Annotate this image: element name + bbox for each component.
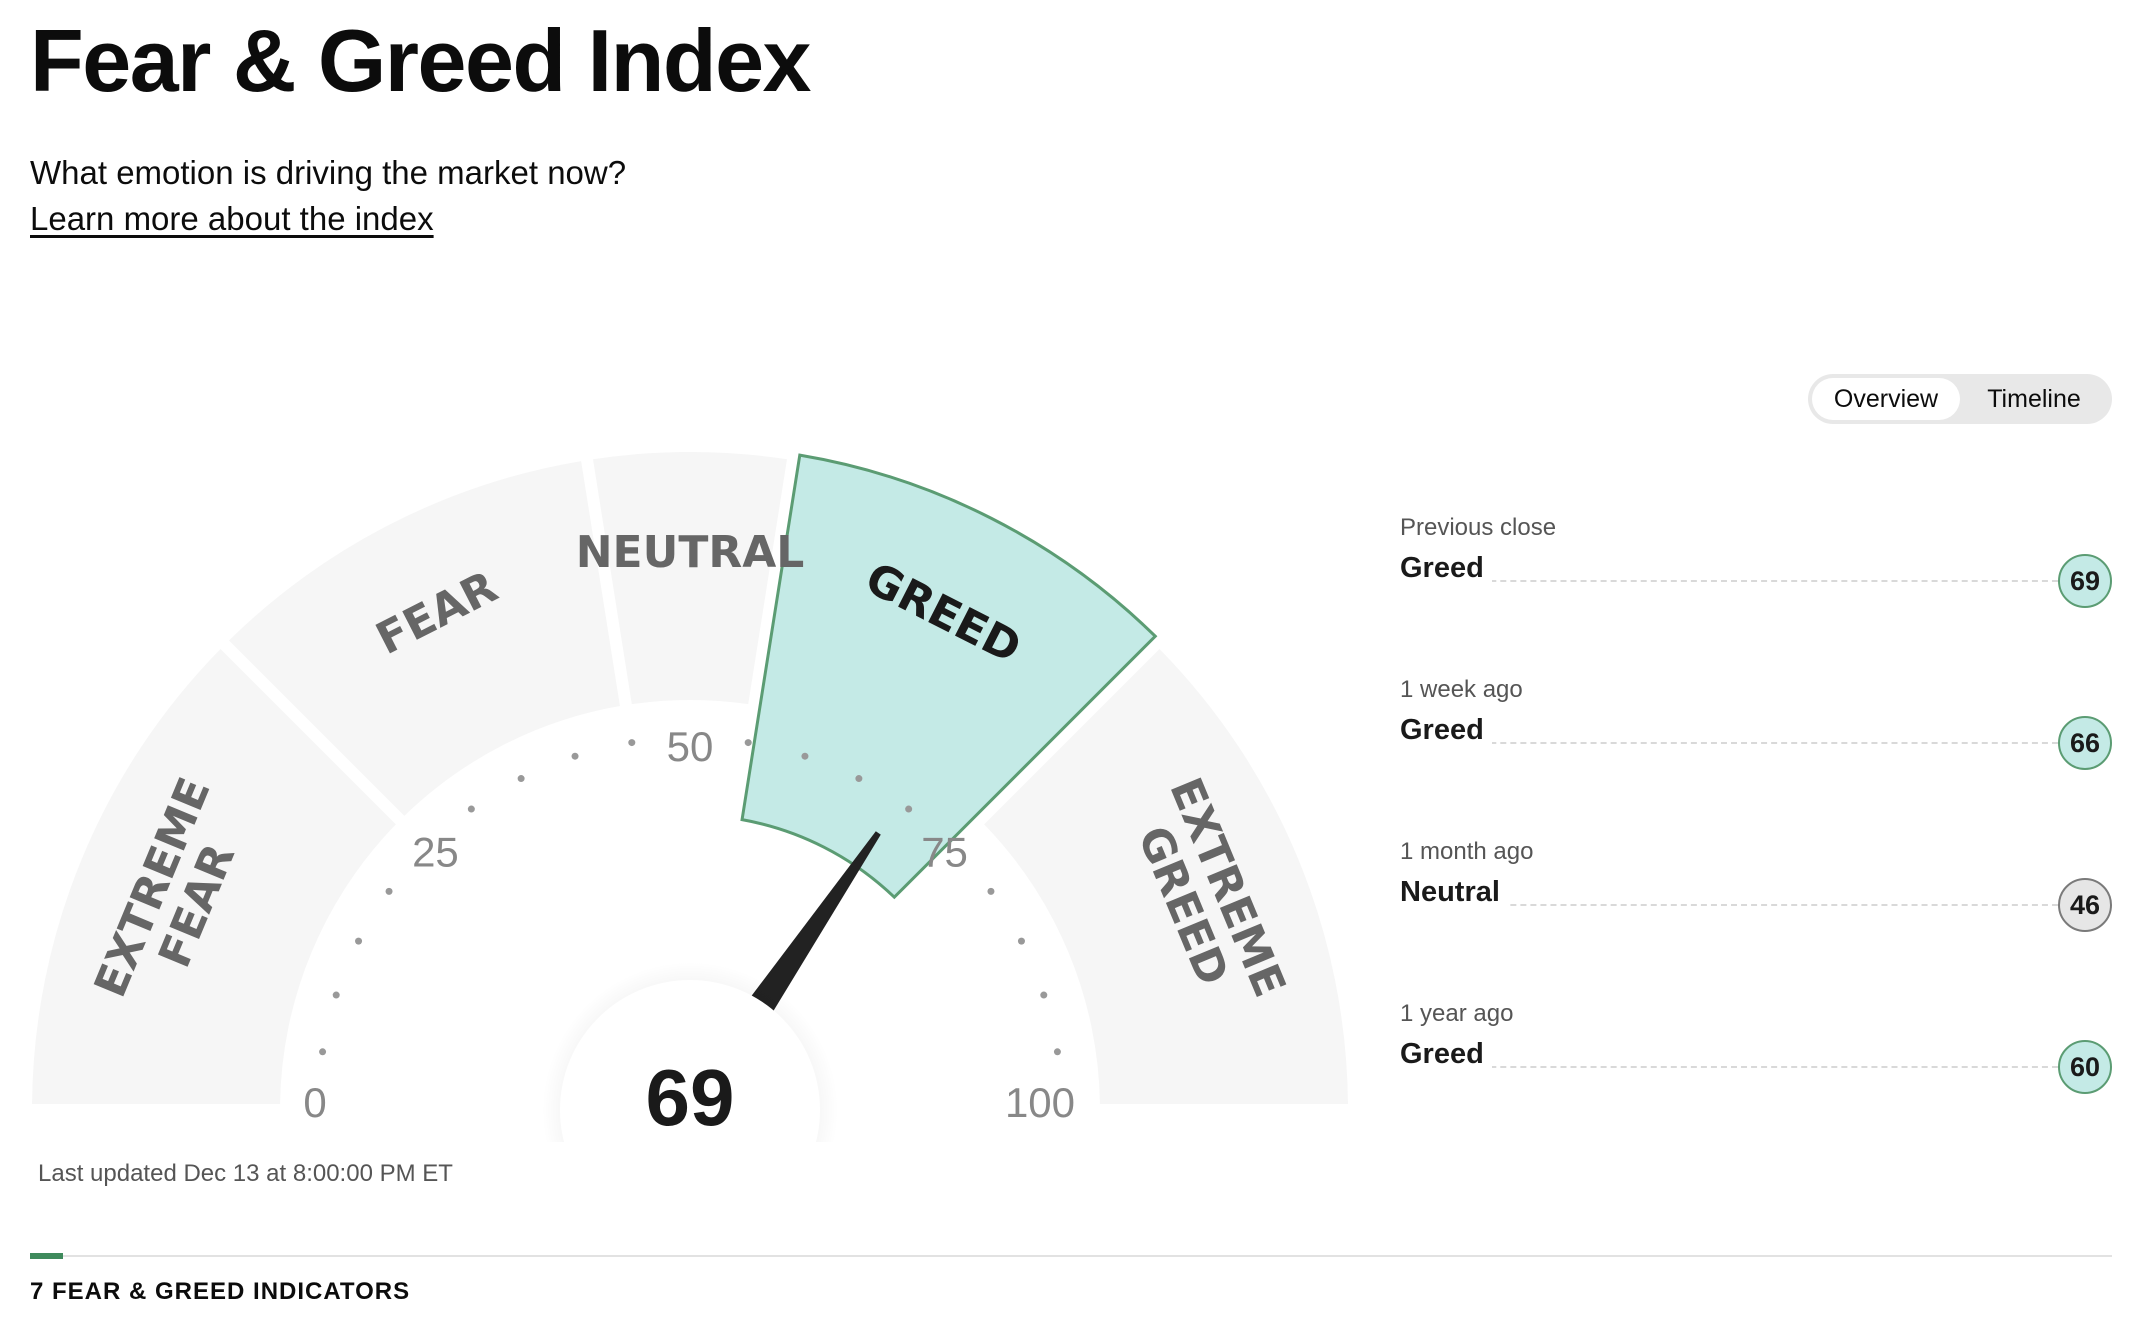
history-score-badge: 46	[2058, 878, 2112, 932]
last-updated-text: Last updated Dec 13 at 8:00:00 PM ET	[38, 1160, 453, 1187]
gauge-tick-dot	[319, 1048, 327, 1056]
history-rating: Greed	[1400, 714, 1492, 747]
gauge-tick-dot	[1040, 991, 1048, 999]
view-toggle: Overview Timeline	[1808, 374, 2112, 424]
gauge-segment-label-neutral: NEUTRAL	[576, 527, 805, 578]
history-item: 1 week ago Greed 66	[1400, 676, 2112, 838]
gauge-segment-fear	[228, 461, 620, 816]
gauge-segment-extreme-greed	[984, 648, 1348, 1105]
gauge-tick-dot	[987, 887, 995, 895]
gauge-tick-label: 25	[412, 829, 459, 876]
gauge-tick-dot	[467, 805, 475, 813]
indicators-section-title: 7 FEAR & GREED INDICATORS	[30, 1278, 411, 1305]
history-period-label: 1 week ago	[1400, 676, 1523, 703]
gauge-baseline-mask	[0, 1142, 1360, 1190]
history-dashed-line	[1400, 904, 2068, 906]
gauge-tick-dot	[1053, 1048, 1061, 1056]
history-dashed-line	[1400, 1066, 2068, 1068]
history-dashed-line	[1400, 580, 2068, 582]
section-divider-accent	[30, 1253, 63, 1259]
learn-more-link[interactable]: Learn more about the index	[30, 200, 434, 237]
history-list: Previous close Greed 69 1 week ago Greed 66 1 …	[1400, 514, 2112, 1162]
gauge-tick-dot	[385, 887, 393, 895]
gauge-tick-label: 0	[303, 1079, 326, 1126]
history-score-badge: 60	[2058, 1040, 2112, 1094]
history-dashed-line	[1400, 742, 2068, 744]
gauge-value: 69	[646, 1053, 735, 1142]
gauge-segment-neutral	[592, 452, 788, 705]
gauge-tick-dot	[355, 937, 363, 945]
overview-tab[interactable]: Overview	[1812, 378, 1960, 420]
gauge-tick-dot	[517, 775, 525, 783]
gauge-tick-dot	[628, 739, 636, 747]
gauge-hub	[560, 980, 820, 1190]
page-subtitle: What emotion is driving the market now?	[30, 154, 627, 191]
history-period-label: 1 month ago	[1400, 838, 1534, 865]
history-score-badge: 69	[2058, 554, 2112, 608]
gauge-tick-dot	[855, 775, 863, 783]
gauge-tick-label: 100	[1005, 1079, 1075, 1126]
gauge-tick-dot	[1017, 937, 1025, 945]
history-rating: Neutral	[1400, 876, 1508, 909]
gauge-tick-dot	[332, 991, 340, 999]
history-item: 1 year ago Greed 60	[1400, 1000, 2112, 1162]
history-score-badge: 66	[2058, 716, 2112, 770]
fear-greed-gauge: EXTREMEFEARFEARNEUTRALGREEDEXTREMEGREED …	[0, 452, 1360, 1190]
gauge-tick-dot	[905, 805, 913, 813]
history-item: Previous close Greed 69	[1400, 514, 2112, 676]
gauge-tick-label: 75	[921, 829, 968, 876]
gauge-tick-dot	[801, 752, 809, 760]
timeline-tab[interactable]: Timeline	[1987, 384, 2081, 413]
gauge-tick-label: 50	[667, 723, 714, 770]
gauge-segment-greed	[740, 453, 1158, 900]
gauge-segment-extreme-fear	[32, 648, 396, 1105]
history-rating: Greed	[1400, 1038, 1492, 1071]
gauge-tick-dot	[571, 752, 579, 760]
history-item: 1 month ago Neutral 46	[1400, 838, 2112, 1000]
gauge-tick-dot	[744, 739, 752, 747]
section-divider	[30, 1255, 2112, 1257]
page-title: Fear & Greed Index	[30, 11, 811, 110]
history-period-label: Previous close	[1400, 514, 1557, 541]
history-rating: Greed	[1400, 552, 1492, 585]
history-period-label: 1 year ago	[1400, 1000, 1514, 1027]
